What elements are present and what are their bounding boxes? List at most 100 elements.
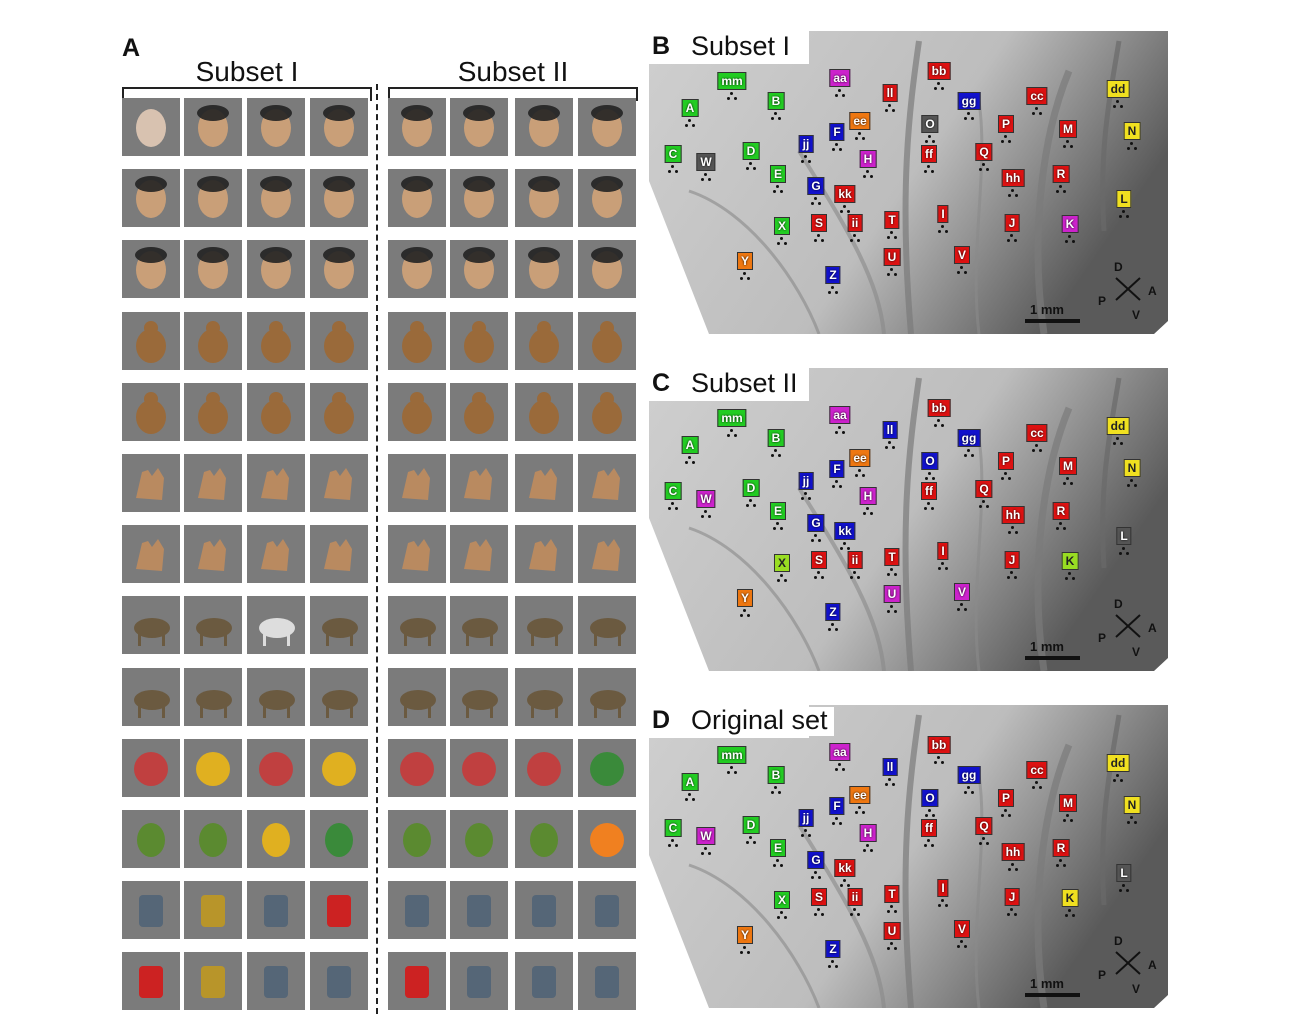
compass-p: P	[1098, 294, 1107, 308]
stimulus-face-mask	[122, 98, 180, 156]
stimulus-body-monkey	[122, 312, 180, 370]
patch-label-ff: ff	[921, 482, 937, 500]
patch-label-Q: Q	[975, 480, 993, 498]
stimulus-face-scrambled	[388, 240, 446, 298]
electrode-dots	[957, 603, 967, 611]
stimulus-object-padlock	[184, 881, 242, 939]
stimulus-fruit-banana	[184, 739, 242, 797]
stimulus-animal-goat	[184, 596, 242, 654]
patch-label-M: M	[1059, 457, 1077, 475]
electrode-dots	[668, 502, 678, 510]
patch-label-A: A	[681, 99, 699, 117]
patch-label-L: L	[1116, 864, 1132, 882]
patch-label-ff: ff	[921, 145, 937, 163]
patch-label-mm: mm	[717, 409, 747, 427]
electrode-dots	[801, 829, 811, 837]
electrode-dots	[855, 132, 865, 140]
stimulus-body-monkey-pose	[247, 383, 305, 441]
electrode-dots	[1127, 479, 1137, 487]
stimulus-animal-zebra	[247, 596, 305, 654]
electrode-dots	[1113, 437, 1123, 445]
electrode-dots	[832, 817, 842, 825]
stimulus-face-scrambled	[184, 240, 242, 298]
patch-label-V: V	[953, 583, 971, 601]
patch-label-aa: aa	[829, 406, 851, 424]
patch-label-hh: hh	[1001, 169, 1025, 187]
stimulus-face-human	[184, 98, 242, 156]
electrode-dots	[773, 522, 783, 530]
electrode-dots	[811, 197, 821, 205]
electrode-dots	[835, 89, 845, 97]
electrode-dots	[814, 234, 824, 242]
electrode-dots	[934, 419, 944, 427]
electrode-dots	[1056, 859, 1066, 867]
stimulus-veg-corn	[247, 810, 305, 868]
electrode-dots	[1007, 908, 1017, 916]
electrode-dots	[1056, 185, 1066, 193]
stimulus-face-scrambled	[450, 240, 508, 298]
patch-label-hh: hh	[1001, 843, 1025, 861]
patch-label-aa: aa	[829, 69, 851, 87]
patch-label-Q: Q	[975, 143, 993, 161]
electrode-dots	[832, 143, 842, 151]
electrode-dots	[885, 778, 895, 786]
stimulus-veg-broccoli	[122, 810, 180, 868]
stimulus-animal-elephant	[247, 668, 305, 726]
stimulus-body-monkey-pose	[515, 383, 573, 441]
electrode-dots	[746, 499, 756, 507]
patch-label-F: F	[829, 123, 845, 141]
scale-label: 1 mm	[1030, 302, 1064, 317]
patch-label-ee: ee	[849, 112, 871, 130]
electrode-dots	[1032, 444, 1042, 452]
compass-p: P	[1098, 631, 1107, 645]
patch-label-G: G	[807, 514, 825, 532]
stimulus-face-scrambled	[310, 240, 368, 298]
scale-bar	[1025, 656, 1080, 660]
compass-d: D	[1114, 260, 1123, 274]
patch-label-G: G	[807, 177, 825, 195]
electrode-dots	[850, 908, 860, 916]
patch-label-F: F	[829, 797, 845, 815]
electrode-dots	[727, 92, 737, 100]
patch-label-gg: gg	[957, 429, 981, 447]
electrode-dots	[1065, 909, 1075, 917]
electrode-dots	[1127, 142, 1137, 150]
electrode-dots	[701, 173, 711, 181]
electrode-dots	[777, 574, 787, 582]
compass-v: V	[1132, 308, 1141, 322]
patch-label-Y: Y	[736, 589, 754, 607]
patch-label-E: E	[769, 502, 787, 520]
stimulus-animal-bird	[388, 596, 446, 654]
patch-label-D: D	[742, 816, 760, 834]
electrode-dots	[1001, 809, 1011, 817]
electrode-dots	[746, 836, 756, 844]
patch-label-aa: aa	[829, 743, 851, 761]
stimulus-veg-onions	[450, 810, 508, 868]
patch-label-H: H	[859, 824, 877, 842]
subset2-bracket	[388, 87, 638, 101]
patch-label-ll: ll	[882, 421, 898, 439]
stimulus-face-monkey	[450, 169, 508, 227]
electrode-dots	[771, 449, 781, 457]
stimulus-body-monkey-pose	[122, 383, 180, 441]
stimulus-face-monkey	[578, 169, 636, 227]
stimulus-body-monkey	[247, 312, 305, 370]
electrode-dots	[1063, 477, 1073, 485]
electrode-dots	[1119, 547, 1129, 555]
stimulus-body-monkey	[578, 312, 636, 370]
electrode-dots	[979, 500, 989, 508]
electrode-dots	[777, 911, 787, 919]
electrode-dots	[957, 940, 967, 948]
electrode-dots	[811, 534, 821, 542]
patch-label-M: M	[1059, 120, 1077, 138]
electrode-dots	[801, 492, 811, 500]
patch-label-ll: ll	[882, 84, 898, 102]
electrode-dots	[1032, 107, 1042, 115]
electrode-dots	[773, 185, 783, 193]
patch-label-ii: ii	[847, 888, 863, 906]
electrode-dots	[925, 472, 935, 480]
patch-label-ff: ff	[921, 819, 937, 837]
electrode-dots	[840, 205, 850, 213]
map-title: Original set	[689, 707, 834, 736]
patch-label-D: D	[742, 479, 760, 497]
